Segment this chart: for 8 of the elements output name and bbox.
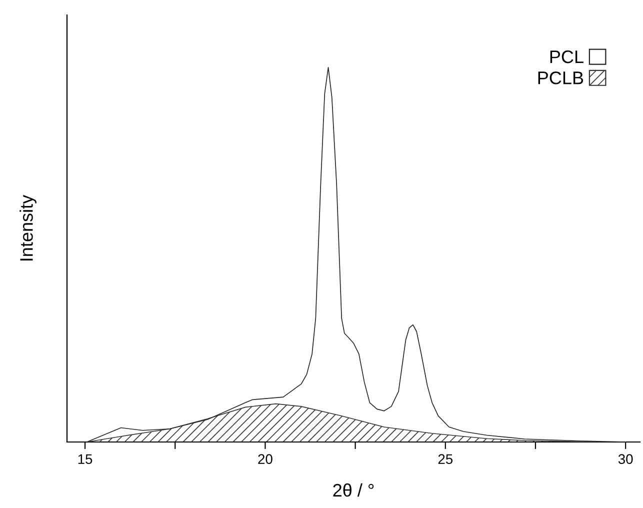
- legend-label: PCLB: [538, 72, 584, 84]
- x-tick-label: 30: [618, 454, 633, 464]
- legend-label: PCL: [550, 50, 584, 64]
- y-axis-title: Intensity: [20, 194, 36, 260]
- x-tick-label: 25: [438, 454, 453, 464]
- x-tick-label: 15: [78, 454, 92, 464]
- x-tick-label: 20: [258, 454, 272, 464]
- x-axis-title: 2θ / °: [333, 483, 374, 497]
